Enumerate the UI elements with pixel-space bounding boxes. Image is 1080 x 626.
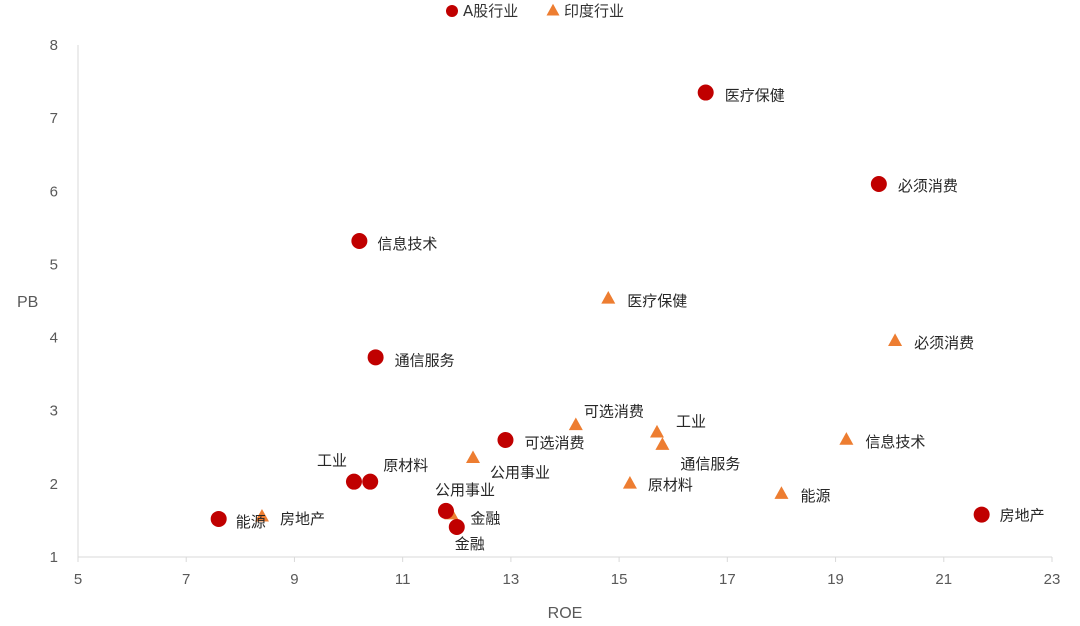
a-share-point-label-3: 通信服务 (395, 351, 455, 369)
x-tick-label: 9 (290, 571, 298, 588)
a-share-point-label-6: 原材料 (383, 457, 428, 475)
india-point-label-8: 能源 (800, 487, 830, 505)
india-point-label-6: 公用事业 (490, 463, 550, 481)
data-marks (210, 84, 990, 536)
a-share-point-8 (448, 519, 465, 536)
india-point-5 (839, 432, 854, 445)
a-share-point-label-8: 金融 (455, 535, 485, 553)
a-share-point-9 (210, 510, 227, 527)
india-point-label-0: 医疗保健 (627, 292, 687, 310)
india-point-label-5: 信息技术 (865, 433, 925, 451)
legend: A股行业 印度行业 (446, 2, 624, 20)
x-tick-label: 17 (719, 571, 736, 588)
india-point-0 (601, 290, 616, 304)
a-share-point-label-0: 医疗保健 (725, 87, 785, 105)
legend-marker-india (546, 3, 560, 16)
y-tick-label: 1 (50, 549, 58, 566)
y-tick-label: 2 (50, 476, 58, 493)
a-share-point-3 (367, 349, 384, 366)
y-tick-label: 3 (50, 403, 58, 420)
legend-marker-a-share (446, 5, 458, 17)
a-share-point-6 (362, 473, 379, 490)
a-share-point-label-2: 信息技术 (377, 235, 437, 253)
y-tick-label: 8 (50, 37, 58, 54)
a-share-point-0 (697, 84, 714, 101)
india-point-1 (888, 333, 903, 347)
india-point-9 (254, 508, 269, 522)
legend-label-india: 印度行业 (564, 2, 624, 20)
a-share-point-label-10: 房地产 (1000, 507, 1045, 525)
india-point-6 (466, 450, 481, 464)
india-point-label-9: 房地产 (280, 510, 325, 528)
india-point-8 (774, 486, 789, 499)
india-point-label-10: 金融 (470, 510, 500, 528)
legend-label-a-share: A股行业 (463, 2, 518, 20)
x-tick-label: 5 (74, 571, 82, 588)
a-share-point-label-5: 工业 (317, 452, 347, 470)
a-share-point-label-4: 可选消费 (524, 434, 584, 452)
a-share-point-5 (345, 473, 362, 490)
y-tick-label: 7 (50, 110, 58, 127)
india-point-label-2: 可选消费 (584, 402, 644, 420)
india-point-4 (655, 437, 670, 450)
india-point-2 (568, 417, 583, 431)
india-point-label-1: 必须消费 (914, 334, 974, 352)
a-share-point-4 (497, 431, 514, 448)
x-tick-label: 15 (611, 571, 628, 588)
a-share-point-label-7: 公用事业 (435, 481, 495, 499)
x-axis-title: ROE (548, 605, 583, 622)
a-share-point-10 (973, 506, 990, 523)
x-tick-label: 23 (1044, 571, 1061, 588)
x-tick-label: 21 (935, 571, 952, 588)
india-point-7 (622, 476, 637, 489)
a-share-point-7 (437, 502, 454, 519)
x-tick-label: 7 (182, 571, 190, 588)
a-share-point-label-9: 能源 (236, 513, 266, 531)
y-tick-label: 4 (50, 330, 58, 347)
india-point-label-3: 工业 (676, 413, 706, 431)
a-share-point-2 (351, 233, 368, 250)
x-tick-label: 19 (827, 571, 844, 588)
india-point-3 (649, 424, 664, 438)
a-share-point-1 (870, 175, 887, 192)
y-tick-label: 6 (50, 183, 58, 200)
india-point-label-7: 原材料 (648, 476, 693, 494)
india-point-label-4: 通信服务 (680, 455, 740, 473)
a-share-point-label-1: 必须消费 (898, 177, 958, 195)
y-axis-title: PB (17, 294, 38, 311)
x-tick-label: 13 (503, 571, 520, 588)
y-tick-label: 5 (50, 256, 58, 273)
x-tick-label: 11 (395, 571, 411, 588)
